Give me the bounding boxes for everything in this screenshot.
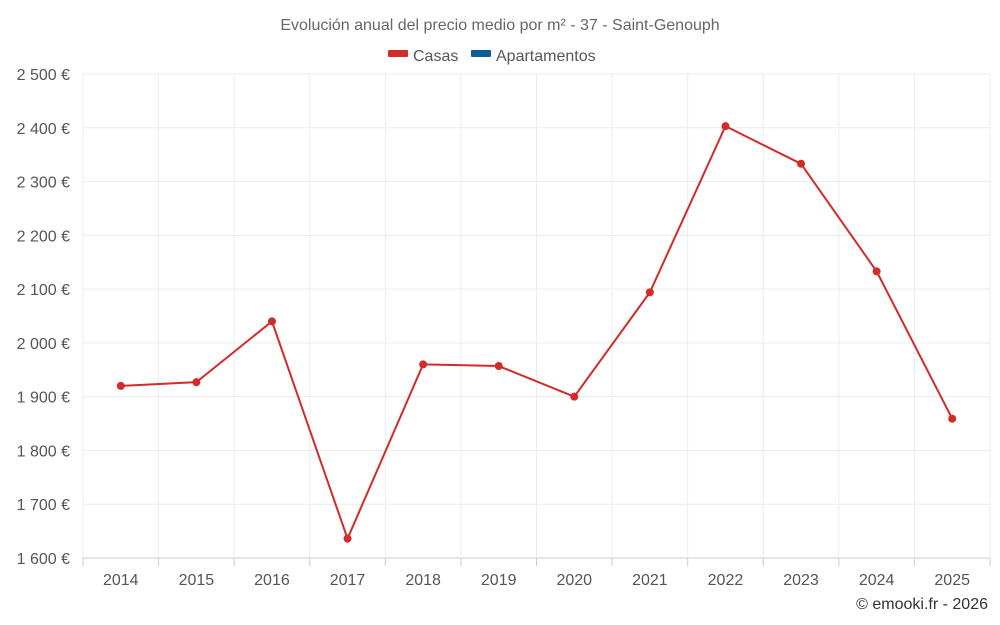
legend-swatch-casas — [388, 50, 408, 57]
data-point-2016[interactable] — [267, 317, 276, 326]
legend-swatch-apartamentos — [471, 50, 491, 57]
x-tick-label: 2016 — [254, 572, 290, 589]
y-tick-label: 2 000 € — [17, 336, 70, 353]
x-tick-label: 2023 — [783, 572, 819, 589]
data-point-2015[interactable] — [192, 378, 201, 387]
y-tick-label: 2 100 € — [17, 282, 70, 299]
x-tick-label: 2019 — [481, 572, 517, 589]
series-casas — [116, 122, 957, 543]
x-tick-label: 2018 — [405, 572, 441, 589]
data-point-2023[interactable] — [797, 159, 806, 168]
data-point-2020[interactable] — [570, 392, 579, 401]
x-tick-label: 2015 — [179, 572, 215, 589]
data-point-2018[interactable] — [419, 360, 428, 369]
y-tick-label: 1 900 € — [17, 390, 70, 407]
x-tick-label: 2025 — [934, 572, 970, 589]
chart-title: Evolución anual del precio medio por m² … — [280, 17, 719, 34]
y-tick-label: 2 500 € — [17, 67, 70, 84]
y-tick-label: 2 200 € — [17, 228, 70, 245]
y-tick-label: 1 700 € — [17, 497, 70, 514]
credit-text: © emooki.fr - 2026 — [856, 596, 988, 613]
x-tick-label: 2017 — [330, 572, 366, 589]
data-point-2022[interactable] — [721, 122, 730, 131]
data-point-2025[interactable] — [948, 414, 957, 423]
y-tick-label: 1 600 € — [17, 551, 70, 568]
y-axis-ticks: 1 600 € 1 700 € 1 800 € 1 900 € 2 000 € 2 100… — [17, 67, 70, 568]
x-tick-label: 2014 — [103, 572, 139, 589]
x-axis-ticks: 2014 2015 2016 2017 2018 2019 2020 2021 2022 2023… — [82, 558, 991, 589]
legend-label-apartamentos[interactable]: Apartamentos — [496, 48, 596, 65]
y-tick-label: 1 800 € — [17, 443, 70, 460]
legend: Casas Apartamentos — [388, 48, 596, 65]
data-point-2021[interactable] — [645, 288, 654, 297]
x-tick-label: 2020 — [556, 572, 592, 589]
data-point-2024[interactable] — [872, 267, 881, 276]
x-tick-label: 2022 — [708, 572, 744, 589]
legend-label-casas[interactable]: Casas — [413, 48, 458, 65]
x-tick-label: 2021 — [632, 572, 668, 589]
y-tick-label: 2 300 € — [17, 175, 70, 192]
grid — [82, 73, 991, 559]
data-point-2014[interactable] — [116, 381, 125, 390]
data-point-2017[interactable] — [343, 534, 352, 543]
x-tick-label: 2024 — [859, 572, 895, 589]
series-line-casas — [120, 125, 954, 540]
data-point-2019[interactable] — [494, 362, 503, 371]
y-tick-label: 2 400 € — [17, 121, 70, 138]
